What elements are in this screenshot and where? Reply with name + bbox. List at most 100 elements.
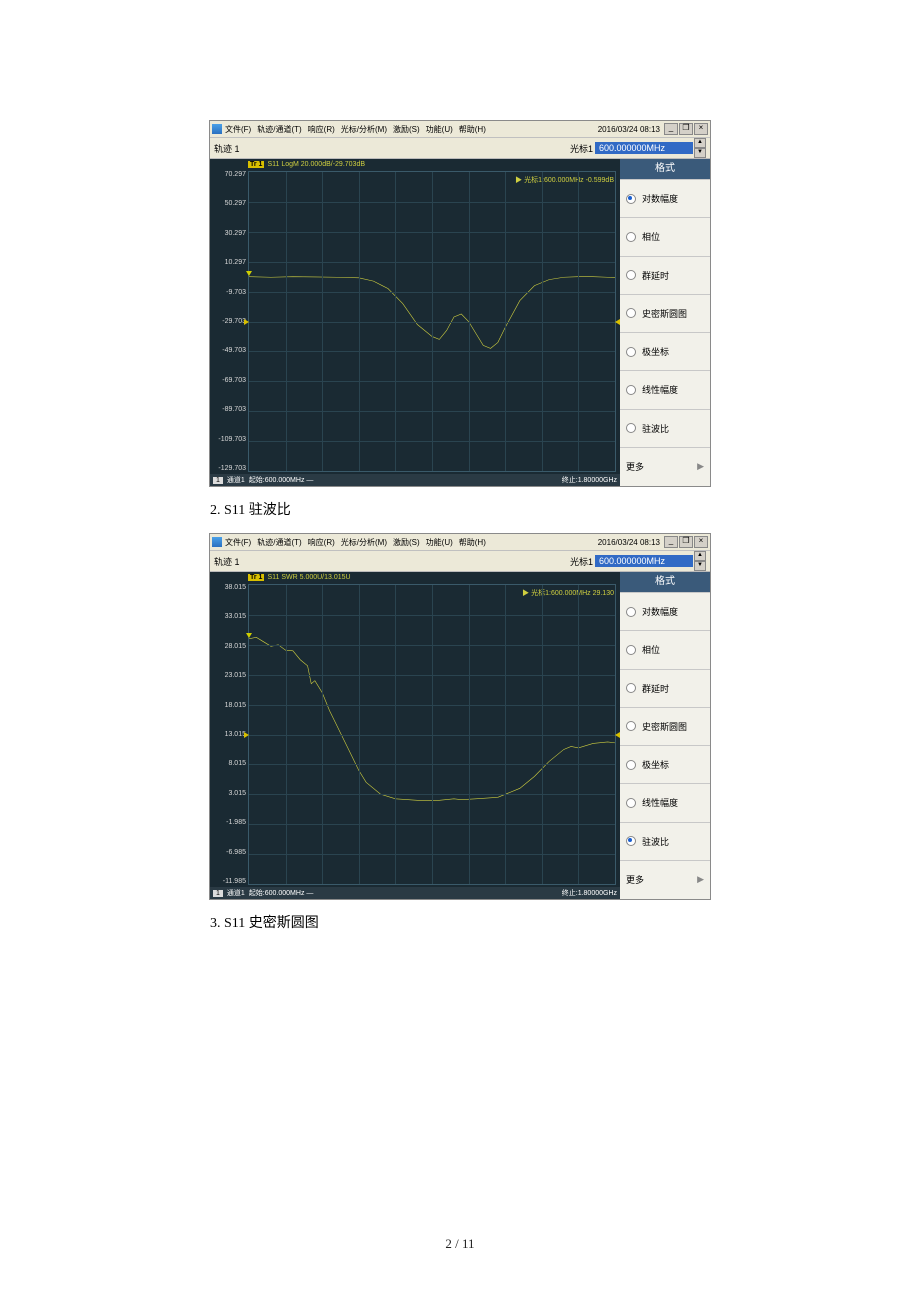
format-option-label: 极坐标 xyxy=(642,345,669,358)
timestamp: 2016/03/24 08:13 xyxy=(598,125,660,134)
format-option[interactable]: 极坐标 xyxy=(620,745,710,783)
marker-spin-down-button[interactable]: ▼ xyxy=(694,148,706,158)
format-option[interactable]: 线性幅度 xyxy=(620,370,710,408)
menu-trace-channel[interactable]: 轨迹/通道(T) xyxy=(257,537,301,548)
format-option-label: 对数幅度 xyxy=(642,605,678,618)
channel-label: 通道1 xyxy=(227,475,245,485)
y-tick-label: -129.703 xyxy=(210,465,246,472)
marker-spin-down-button[interactable]: ▼ xyxy=(694,561,706,571)
y-tick-label: 33.015 xyxy=(210,613,246,620)
trace-label: 轨迹 1 xyxy=(214,142,240,155)
channel-badge: 1 xyxy=(213,477,223,484)
radio-icon xyxy=(626,270,636,280)
radio-icon xyxy=(626,232,636,242)
channel-label: 通道1 xyxy=(227,888,245,898)
trace-header-text: S11 SWR 5.000U/13.015U xyxy=(267,574,350,581)
format-option[interactable]: 史密斯圆图 xyxy=(620,707,710,745)
format-option[interactable]: 史密斯圆图 xyxy=(620,294,710,332)
window-maximize-button[interactable]: ❐ xyxy=(679,123,693,135)
y-tick-label: -29.703 xyxy=(210,318,246,325)
timestamp: 2016/03/24 08:13 xyxy=(598,538,660,547)
window-close-button[interactable]: × xyxy=(694,536,708,548)
y-tick-label: -9.703 xyxy=(210,289,246,296)
y-axis-labels: 38.01533.01528.01523.01518.01513.0158.01… xyxy=(210,584,248,885)
menu-file[interactable]: 文件(F) xyxy=(225,537,251,548)
y-tick-label: 23.015 xyxy=(210,672,246,679)
chart-grid xyxy=(248,171,616,472)
format-option-label: 群延时 xyxy=(642,269,669,282)
y-tick-label: 13.015 xyxy=(210,731,246,738)
page-number: 2 / 11 xyxy=(0,1236,920,1252)
marker-spin-up-button[interactable]: ▲ xyxy=(694,138,706,148)
ref-marker-left-icon xyxy=(244,319,249,325)
menu-function[interactable]: 功能(U) xyxy=(426,537,453,548)
status-bar: 1 通道1 起始:600.000MHz — 终止:1.80000GHz xyxy=(210,887,620,899)
marker-spin-up-button[interactable]: ▲ xyxy=(694,551,706,561)
radio-icon xyxy=(626,721,636,731)
menu-response[interactable]: 响应(R) xyxy=(308,124,335,135)
freq-start: 起始:600.000MHz — xyxy=(249,475,314,485)
chart-grid xyxy=(248,584,616,885)
format-option-label: 极坐标 xyxy=(642,758,669,771)
trace-badge: Tr 1 xyxy=(248,574,264,581)
radio-icon xyxy=(626,194,636,204)
menubar: 文件(F) 轨迹/通道(T) 响应(R) 光标/分析(M) 激励(S) 功能(U… xyxy=(210,121,710,138)
radio-icon xyxy=(626,683,636,693)
app-icon xyxy=(212,124,222,134)
ref-marker-right-icon xyxy=(615,732,620,738)
format-panel: 格式 对数幅度相位群延时史密斯圆图极坐标线性幅度驻波比 更多▶ xyxy=(620,572,710,899)
window-minimize-button[interactable]: _ xyxy=(664,123,678,135)
marker-value-input[interactable]: 600.000000MHz xyxy=(595,555,693,567)
menu-help[interactable]: 帮助(H) xyxy=(459,537,486,548)
menu-help[interactable]: 帮助(H) xyxy=(459,124,486,135)
menu-file[interactable]: 文件(F) xyxy=(225,124,251,135)
radio-icon xyxy=(626,347,636,357)
window-maximize-button[interactable]: ❐ xyxy=(679,536,693,548)
y-tick-label: 30.297 xyxy=(210,230,246,237)
window-close-button[interactable]: × xyxy=(694,123,708,135)
menu-marker-analysis[interactable]: 光标/分析(M) xyxy=(341,537,387,548)
format-more-button[interactable]: 更多▶ xyxy=(620,447,710,486)
menu-stimulus[interactable]: 激励(S) xyxy=(393,537,420,548)
toolbar: 轨迹 1 光标1 600.000000MHz ▲ ▼ xyxy=(210,551,710,572)
format-option[interactable]: 相位 xyxy=(620,217,710,255)
freq-stop: 终止:1.80000GHz xyxy=(562,888,617,898)
radio-icon xyxy=(626,645,636,655)
format-option[interactable]: 相位 xyxy=(620,630,710,668)
y-tick-label: 8.015 xyxy=(210,760,246,767)
format-option[interactable]: 驻波比 xyxy=(620,409,710,447)
y-tick-label: -6.985 xyxy=(210,849,246,856)
y-axis-labels: 70.29750.29730.29710.297-9.703-29.703-49… xyxy=(210,171,248,472)
menu-trace-channel[interactable]: 轨迹/通道(T) xyxy=(257,124,301,135)
ref-marker-right-icon xyxy=(615,319,620,325)
format-option-label: 史密斯圆图 xyxy=(642,307,687,320)
format-option[interactable]: 对数幅度 xyxy=(620,179,710,217)
format-panel: 格式 对数幅度相位群延时史密斯圆图极坐标线性幅度驻波比 更多▶ xyxy=(620,159,710,486)
format-option[interactable]: 群延时 xyxy=(620,669,710,707)
format-option[interactable]: 极坐标 xyxy=(620,332,710,370)
marker-value-input[interactable]: 600.000000MHz xyxy=(595,142,693,154)
format-option-label: 相位 xyxy=(642,643,660,656)
radio-icon xyxy=(626,836,636,846)
y-tick-label: -69.703 xyxy=(210,377,246,384)
format-option[interactable]: 对数幅度 xyxy=(620,592,710,630)
menu-response[interactable]: 响应(R) xyxy=(308,537,335,548)
y-tick-label: 3.015 xyxy=(210,790,246,797)
format-option[interactable]: 线性幅度 xyxy=(620,783,710,821)
menu-stimulus[interactable]: 激励(S) xyxy=(393,124,420,135)
menu-marker-analysis[interactable]: 光标/分析(M) xyxy=(341,124,387,135)
format-panel-header: 格式 xyxy=(620,572,710,592)
menu-function[interactable]: 功能(U) xyxy=(426,124,453,135)
marker-title: 光标1 xyxy=(570,555,593,568)
app-icon xyxy=(212,537,222,547)
y-tick-label: 50.297 xyxy=(210,200,246,207)
window-minimize-button[interactable]: _ xyxy=(664,536,678,548)
format-option[interactable]: 群延时 xyxy=(620,256,710,294)
y-tick-label: -109.703 xyxy=(210,436,246,443)
radio-icon xyxy=(626,798,636,808)
format-option[interactable]: 驻波比 xyxy=(620,822,710,860)
format-more-button[interactable]: 更多▶ xyxy=(620,860,710,899)
freq-stop: 终止:1.80000GHz xyxy=(562,475,617,485)
trace-badge: Tr 1 xyxy=(248,161,264,168)
format-option-label: 驻波比 xyxy=(642,835,669,848)
